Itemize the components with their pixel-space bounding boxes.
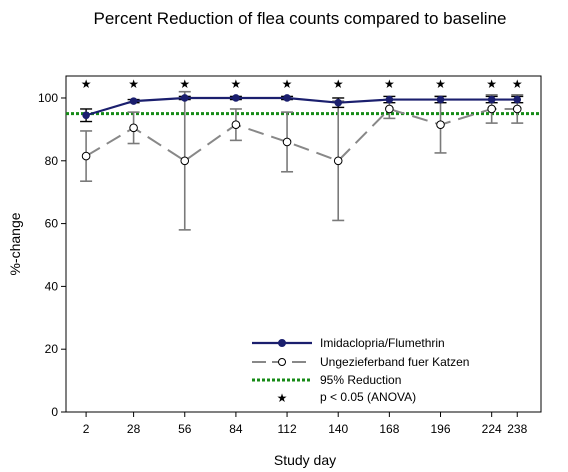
x-tick-label: 112 [277, 422, 296, 436]
data-point-series-1 [283, 94, 291, 102]
data-point-series-2 [129, 123, 138, 133]
data-point-series-2 [333, 156, 343, 166]
significance-marker: ★ [512, 77, 523, 91]
data-point-series-2 [436, 120, 445, 129]
data-point-series-2 [231, 120, 241, 129]
y-tick-label: 100 [38, 91, 58, 105]
significance-marker: ★ [231, 77, 242, 91]
significance-marker: ★ [435, 77, 446, 91]
x-tick-label: 56 [178, 422, 192, 436]
significance-marker: ★ [486, 77, 497, 91]
data-point-series-1 [385, 95, 394, 104]
x-tick-label: 140 [328, 422, 348, 436]
legend-label-reference: 95% Reduction [320, 373, 401, 387]
legend-label-series-1: Imidaclopria/Flumethrin [320, 336, 445, 350]
data-point-series-2 [385, 104, 394, 114]
x-axis-label: Study day [274, 452, 336, 468]
data-point-series-1 [129, 97, 138, 105]
significance-marker: ★ [179, 77, 190, 91]
x-tick-label: 224 [482, 422, 502, 436]
chart-title: Percent Reduction of flea counts compare… [94, 9, 507, 28]
data-point-series-1 [180, 94, 189, 102]
y-tick-label: 80 [45, 154, 59, 168]
significance-marker: ★ [333, 77, 344, 91]
x-tick-label: 2 [83, 422, 90, 436]
legend: Imidaclopria/Flumethrin Ungezieferband f… [252, 336, 469, 405]
data-point-series-1 [436, 95, 445, 104]
series-line-2 [85, 107, 518, 162]
x-tick-label: 168 [379, 422, 399, 436]
legend-marker-series-2 [278, 358, 286, 366]
significance-marker: ★ [128, 77, 139, 91]
y-tick-label: 40 [45, 279, 59, 293]
x-tick-label: 84 [229, 422, 243, 436]
data-point-series-2 [487, 104, 496, 114]
data-point-series-2 [282, 137, 292, 147]
series-line-1 [85, 96, 518, 117]
y-tick-label: 60 [45, 217, 59, 231]
data-point-series-2 [180, 156, 190, 166]
y-tick-label: 20 [45, 342, 59, 356]
significance-marker: ★ [282, 77, 293, 91]
legend-marker-series-1 [278, 339, 286, 347]
data-point-series-2 [81, 151, 91, 161]
plot-frame [65, 75, 542, 413]
significance-marker: ★ [384, 77, 395, 91]
legend-label-significance: p < 0.05 (ANOVA) [320, 390, 416, 404]
x-tick-label: 28 [127, 422, 141, 436]
y-axis-label: %-change [7, 212, 23, 275]
x-tick-label: 238 [507, 422, 527, 436]
x-tick-label: 196 [431, 422, 451, 436]
data-point-series-2 [512, 104, 522, 114]
data-point-series-1 [82, 111, 90, 120]
significance-marker: ★ [81, 77, 92, 91]
data-point-series-1 [513, 95, 522, 104]
data-point-series-1 [334, 98, 343, 107]
data-point-series-1 [487, 95, 496, 104]
data-point-series-1 [232, 94, 240, 102]
y-tick-label: 0 [51, 405, 58, 419]
legend-label-series-2: Ungezieferband fuer Katzen [320, 355, 469, 369]
legend-marker-significance: ★ [277, 391, 288, 405]
